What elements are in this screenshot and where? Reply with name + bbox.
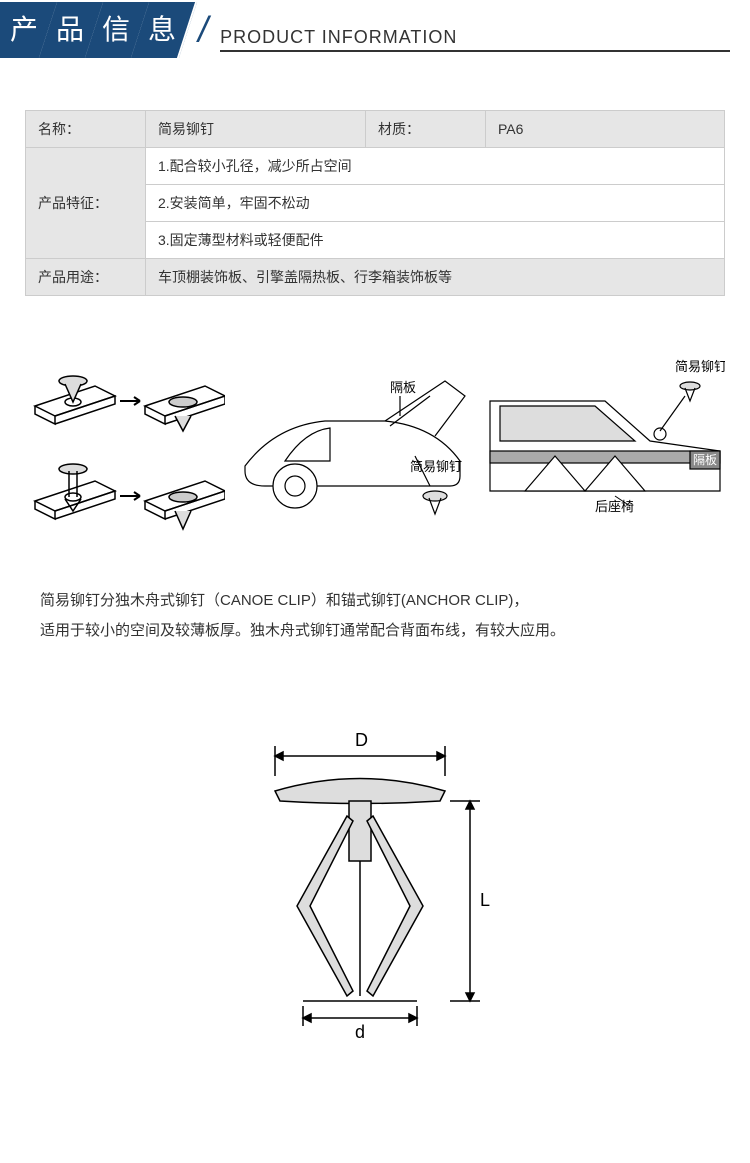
car-seat-diagram: 简易铆钉 隔板 后座椅 [485, 356, 725, 546]
title-banner: 产 品 信 息 / PRODUCT INFORMATION [0, 0, 750, 60]
dim-L: L [480, 890, 490, 910]
car-trunk-diagram: 隔板 简易铆钉 [235, 366, 475, 536]
material-value: PA6 [486, 111, 725, 148]
table-row: 产品用途： 车顶棚装饰板、引擎盖隔热板、行李箱装饰板等 [26, 259, 725, 296]
product-info-table: 名称： 简易铆钉 材质： PA6 产品特征： 1.配合较小孔径，减少所占空间 2… [25, 110, 725, 296]
feature-label: 产品特征： [26, 148, 146, 259]
dim-D: D [355, 730, 368, 750]
insertion-diagram [25, 356, 225, 546]
material-label: 材质： [366, 111, 486, 148]
usage-label: 产品用途： [26, 259, 146, 296]
usage-value: 车顶棚装饰板、引擎盖隔热板、行李箱装饰板等 [146, 259, 725, 296]
label-partition2: 隔板 [693, 453, 717, 467]
dim-d: d [355, 1022, 365, 1042]
description-text: 简易铆钉分独木舟式铆钉（CANOE CLIP）和锚式铆钉(ANCHOR CLIP… [40, 586, 710, 646]
feature-values: 1.配合较小孔径，减少所占空间 2.安装简单，牢固不松动 3.固定薄型材料或轻便… [146, 148, 725, 259]
illustration-row: 隔板 简易铆钉 简易铆钉 隔板 [20, 356, 730, 546]
technical-drawing: D d L [0, 706, 750, 1046]
label-rear-seat: 后座椅 [595, 499, 634, 514]
desc-line1: 简易铆钉分独木舟式铆钉（CANOE CLIP）和锚式铆钉(ANCHOR CLIP… [40, 586, 710, 616]
subtitle: PRODUCT INFORMATION [220, 27, 730, 52]
page-header: 产 品 信 息 / PRODUCT INFORMATION [0, 0, 750, 60]
label-rivet: 简易铆钉 [410, 459, 462, 474]
label-partition: 隔板 [390, 380, 416, 395]
feature-2: 2.安装简单，牢固不松动 [146, 185, 724, 222]
feature-3: 3.固定薄型材料或轻便配件 [146, 222, 724, 258]
label-rivet2: 简易铆钉 [675, 359, 725, 374]
name-value: 简易铆钉 [146, 111, 366, 148]
banner-slash: / [198, 9, 208, 51]
feature-1: 1.配合较小孔径，减少所占空间 [146, 148, 724, 185]
name-label: 名称： [26, 111, 146, 148]
table-row: 产品特征： 1.配合较小孔径，减少所占空间 2.安装简单，牢固不松动 3.固定薄… [26, 148, 725, 259]
desc-line2: 适用于较小的空间及较薄板厚。独木舟式铆钉通常配合背面布线，有较大应用。 [40, 616, 710, 646]
table-row: 名称： 简易铆钉 材质： PA6 [26, 111, 725, 148]
